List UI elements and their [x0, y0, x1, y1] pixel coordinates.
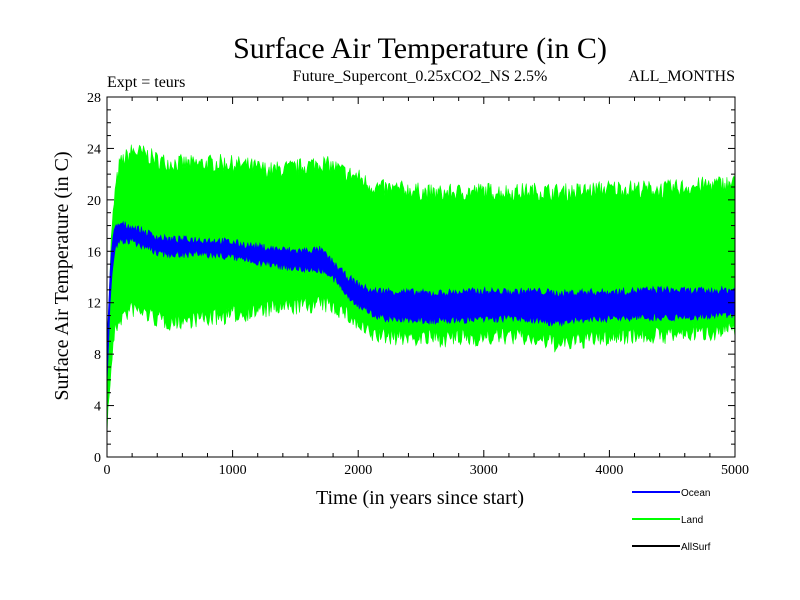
- x-tick-label: 0: [104, 463, 111, 478]
- x-tick-label: 3000: [470, 463, 498, 478]
- x-tick-label: 2000: [344, 463, 372, 478]
- chart-subtitle: Future_Supercont_0.25xCO2_NS 2.5%: [293, 68, 548, 85]
- y-tick-label: 12: [87, 297, 101, 312]
- x-tick-label: 5000: [721, 463, 749, 478]
- y-tick-label: 28: [87, 91, 101, 106]
- y-tick-label: 16: [87, 245, 101, 260]
- experiment-label: Expt = teurs: [107, 74, 185, 91]
- y-tick-label: 20: [87, 194, 101, 209]
- axes: 0 1000 2000 3000 4000 5000 0 4 8 12 16 20 24 28: [87, 91, 749, 478]
- y-tick-label: 24: [87, 142, 101, 157]
- x-tick-label: 4000: [595, 463, 623, 478]
- x-tick-label: 1000: [219, 463, 247, 478]
- plot-area: [106, 144, 736, 437]
- y-tick-label: 0: [94, 451, 101, 466]
- legend-label-ocean: Ocean: [681, 488, 710, 499]
- legend: Ocean Land AllSurf: [632, 488, 711, 553]
- months-label: ALL_MONTHS: [628, 68, 735, 85]
- y-tick-label: 4: [94, 400, 101, 415]
- chart-title: Surface Air Temperature (in C): [233, 32, 607, 65]
- y-tick-label: 8: [94, 348, 101, 363]
- y-axis-label: Surface Air Temperature (in C): [51, 151, 73, 400]
- legend-label-land: Land: [681, 515, 703, 526]
- x-axis-label: Time (in years since start): [316, 487, 524, 509]
- legend-label-allsurf: AllSurf: [681, 542, 711, 553]
